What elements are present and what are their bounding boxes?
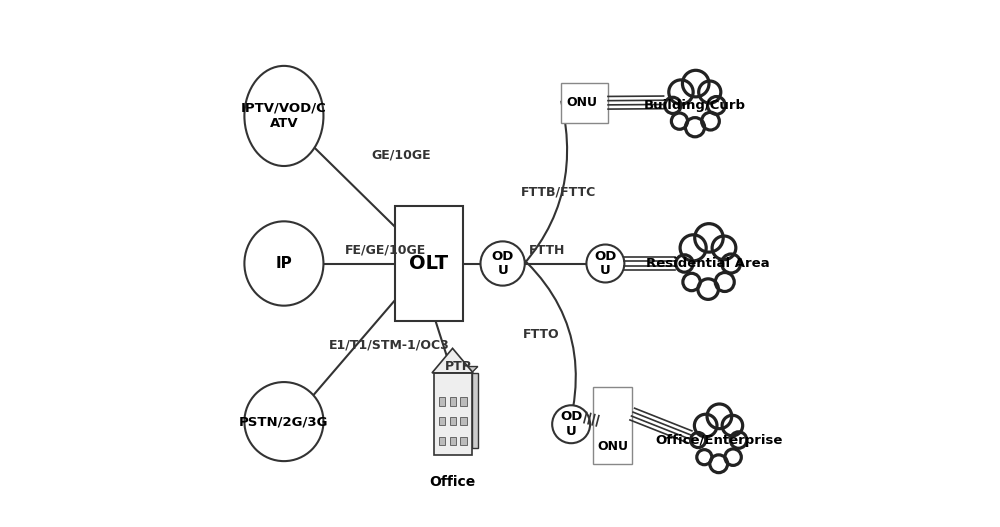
- Ellipse shape: [244, 66, 323, 166]
- FancyBboxPatch shape: [593, 387, 632, 464]
- FancyBboxPatch shape: [450, 417, 456, 425]
- FancyBboxPatch shape: [472, 373, 478, 448]
- Text: PTP: PTP: [444, 360, 471, 373]
- Circle shape: [669, 80, 693, 104]
- Circle shape: [707, 404, 732, 428]
- Circle shape: [680, 235, 706, 261]
- FancyBboxPatch shape: [439, 417, 445, 425]
- Circle shape: [708, 96, 725, 114]
- Text: PSTN/2G/3G: PSTN/2G/3G: [239, 415, 329, 428]
- Circle shape: [586, 245, 624, 282]
- Text: E1/T1/STM-1/OC3: E1/T1/STM-1/OC3: [329, 339, 449, 352]
- Circle shape: [481, 241, 525, 286]
- Ellipse shape: [244, 382, 323, 461]
- Text: Residential Area: Residential Area: [646, 257, 770, 270]
- Polygon shape: [432, 348, 473, 373]
- Circle shape: [695, 223, 723, 252]
- Circle shape: [702, 112, 719, 130]
- Text: ONU: ONU: [597, 441, 628, 453]
- Circle shape: [665, 97, 681, 113]
- Text: ONU: ONU: [566, 96, 597, 109]
- FancyBboxPatch shape: [460, 436, 467, 445]
- Circle shape: [722, 415, 743, 436]
- Circle shape: [694, 414, 717, 437]
- Text: FTTB/FTTC: FTTB/FTTC: [521, 186, 596, 199]
- Text: Office/Enterprise: Office/Enterprise: [655, 434, 782, 446]
- Circle shape: [730, 432, 747, 448]
- Text: OLT: OLT: [409, 254, 448, 273]
- Text: IP: IP: [276, 256, 292, 271]
- Text: Building/Curb: Building/Curb: [644, 99, 746, 112]
- Circle shape: [552, 405, 590, 443]
- Text: Office: Office: [429, 475, 476, 489]
- Circle shape: [671, 113, 688, 129]
- Circle shape: [683, 274, 700, 291]
- Text: OD
U: OD U: [560, 410, 582, 438]
- Circle shape: [682, 70, 709, 97]
- FancyBboxPatch shape: [395, 206, 463, 321]
- FancyBboxPatch shape: [460, 397, 467, 406]
- Circle shape: [725, 449, 741, 465]
- Text: FTTH: FTTH: [528, 244, 565, 257]
- Circle shape: [676, 255, 693, 272]
- Text: OD
U: OD U: [491, 249, 514, 278]
- Ellipse shape: [244, 221, 323, 306]
- Circle shape: [722, 254, 741, 273]
- Circle shape: [715, 272, 734, 291]
- FancyBboxPatch shape: [450, 397, 456, 406]
- FancyBboxPatch shape: [439, 397, 445, 406]
- FancyBboxPatch shape: [439, 436, 445, 445]
- FancyBboxPatch shape: [434, 373, 472, 454]
- Text: FTTO: FTTO: [523, 328, 560, 341]
- Text: GE/10GE: GE/10GE: [371, 149, 431, 162]
- Circle shape: [710, 455, 728, 473]
- Text: OD
U: OD U: [594, 249, 617, 278]
- Text: IPTV/VOD/C
ATV: IPTV/VOD/C ATV: [241, 102, 327, 130]
- Circle shape: [691, 433, 706, 447]
- Polygon shape: [434, 367, 478, 373]
- FancyBboxPatch shape: [561, 83, 608, 122]
- Circle shape: [685, 118, 705, 137]
- Text: FE/GE/10GE: FE/GE/10GE: [345, 244, 426, 257]
- FancyBboxPatch shape: [450, 436, 456, 445]
- FancyBboxPatch shape: [460, 417, 467, 425]
- Circle shape: [697, 450, 712, 465]
- Circle shape: [699, 81, 721, 103]
- Circle shape: [698, 279, 718, 299]
- Circle shape: [712, 236, 736, 260]
